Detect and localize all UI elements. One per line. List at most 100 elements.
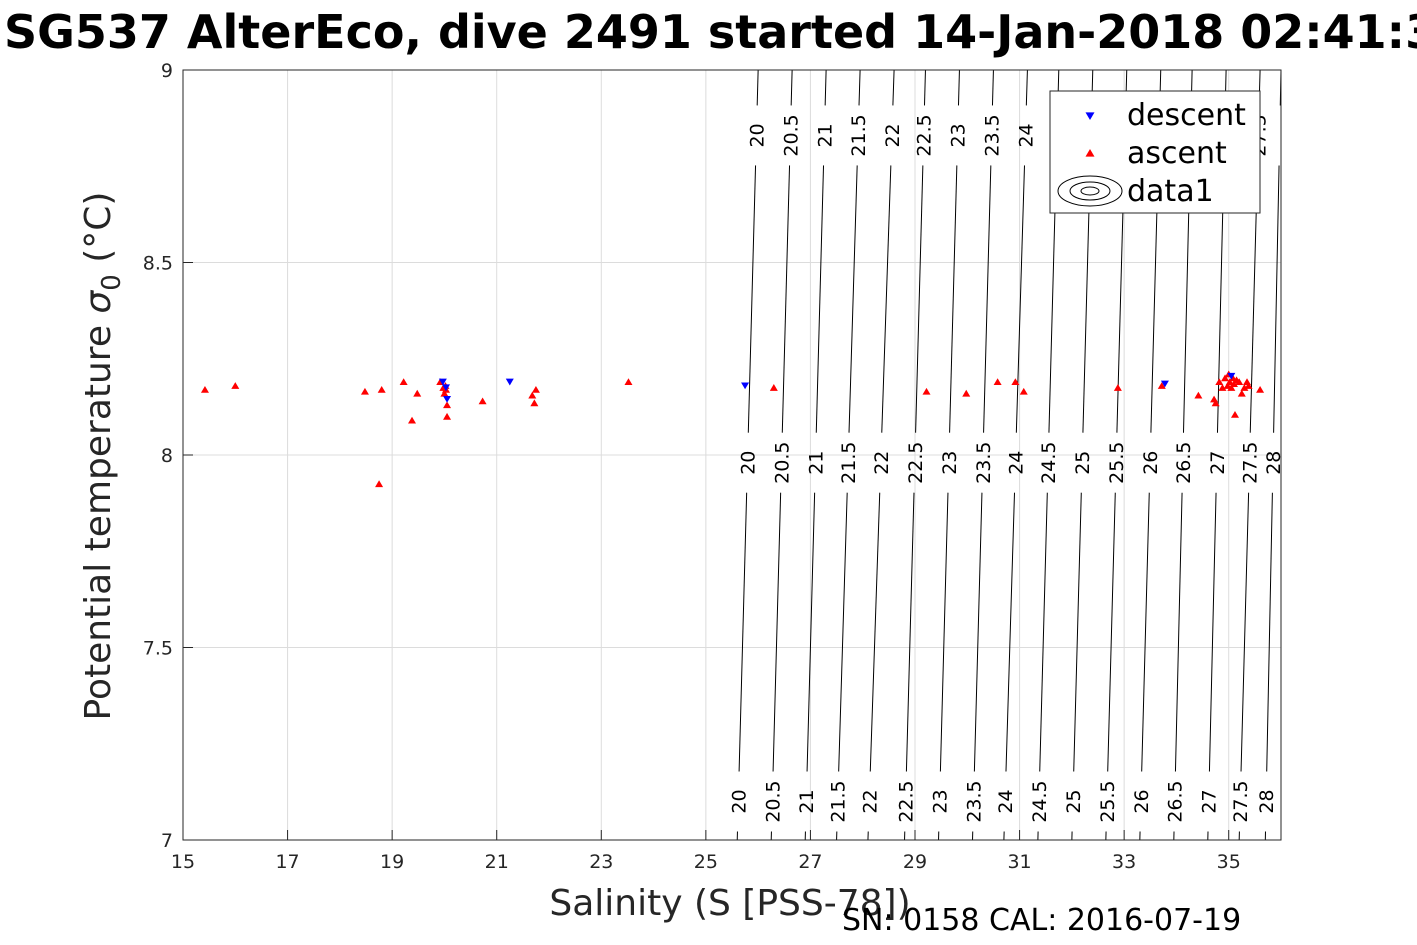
ascent-marker bbox=[1227, 384, 1236, 391]
contour-label: 20.5 bbox=[780, 114, 802, 156]
x-tick-label: 25 bbox=[694, 851, 718, 873]
contour-label: 25 bbox=[1072, 451, 1094, 475]
contour-label: 23.5 bbox=[982, 114, 1004, 156]
y-tick-label: 8 bbox=[161, 445, 173, 467]
contour-line: 23 23 23 bbox=[930, 70, 970, 840]
contour-label: 21 bbox=[814, 123, 836, 147]
contour-label: 22.5 bbox=[914, 114, 936, 156]
legend-descent-marker bbox=[1085, 112, 1095, 121]
y-axis-label: Potential temperature σ0 (°C) bbox=[78, 192, 127, 721]
legend-box bbox=[1049, 90, 1261, 214]
ascent-marker bbox=[1019, 387, 1028, 395]
y-tick-label: 7 bbox=[161, 830, 173, 852]
contour-label: 24 bbox=[1015, 123, 1037, 147]
contour-label: 23.5 bbox=[964, 780, 986, 822]
contour-label: 28 bbox=[1263, 451, 1285, 475]
ascent-marker bbox=[231, 382, 240, 389]
ascent-marker bbox=[1113, 384, 1122, 391]
ascent-marker bbox=[624, 378, 633, 386]
contour-label: 20 bbox=[737, 451, 759, 475]
ascent-marker bbox=[399, 378, 408, 386]
contour-label: 23 bbox=[948, 123, 970, 147]
contour-label: 26 bbox=[1140, 451, 1162, 475]
contour-label: 22 bbox=[859, 789, 881, 813]
ascent-marker bbox=[360, 387, 369, 395]
y-tick-label: 7.5 bbox=[143, 638, 173, 660]
x-tick-label: 29 bbox=[903, 851, 927, 873]
ascent-marker bbox=[413, 389, 422, 397]
contour-label: 21.5 bbox=[828, 780, 850, 822]
ascent-marker bbox=[377, 385, 386, 393]
descent-marker bbox=[505, 378, 514, 386]
x-tick-label: 35 bbox=[1217, 851, 1241, 873]
contour-line: 23.5 23.5 23.5 bbox=[964, 70, 1004, 840]
contour-label: 26 bbox=[1131, 789, 1153, 813]
ascent-marker bbox=[443, 401, 452, 409]
ascent-marker bbox=[1229, 380, 1238, 387]
contour-label: 22 bbox=[882, 123, 904, 147]
ascent-marker bbox=[1011, 378, 1020, 386]
contour-line: 20.5 20.5 20.5 bbox=[762, 70, 802, 840]
ascent-marker bbox=[1237, 389, 1246, 397]
ascent-marker bbox=[440, 389, 449, 397]
ascent-marker bbox=[1244, 382, 1253, 389]
ascent-marker bbox=[1215, 378, 1224, 386]
ascent-marker bbox=[962, 389, 971, 397]
contour-label: 23 bbox=[939, 451, 961, 475]
contour-line: 21.5 21.5 21.5 bbox=[828, 70, 870, 840]
descent-marker bbox=[443, 395, 452, 403]
ascent-marker bbox=[1221, 374, 1230, 382]
contour-label: 25 bbox=[1063, 789, 1085, 813]
ascent-marker bbox=[1225, 378, 1234, 386]
ascent-marker bbox=[528, 391, 537, 399]
ascent-marker bbox=[1240, 384, 1249, 391]
descent-marker bbox=[1160, 380, 1169, 388]
y-tick-label: 8.5 bbox=[143, 253, 173, 275]
x-tick-label: 33 bbox=[1112, 851, 1136, 873]
contour-label: 21.5 bbox=[848, 114, 870, 156]
descent-marker bbox=[1227, 372, 1236, 380]
x-tick-label: 23 bbox=[589, 851, 613, 873]
contour-label: 27.5 bbox=[1239, 442, 1261, 484]
contour-label: 24.5 bbox=[1038, 442, 1060, 484]
contour-label: 22 bbox=[871, 451, 893, 475]
ascent-marker bbox=[1235, 378, 1244, 386]
contour-label: 20 bbox=[746, 123, 768, 147]
ascent-marker bbox=[531, 385, 540, 393]
contour-label: 21.5 bbox=[838, 442, 860, 484]
legend-contour-icon bbox=[1057, 175, 1123, 207]
ascent-marker bbox=[993, 378, 1002, 386]
ascent-marker bbox=[375, 480, 384, 488]
contour-line: 22.5 22.5 22.5 bbox=[896, 70, 936, 840]
contour-label: 27.5 bbox=[1230, 780, 1252, 822]
contour-label: 24 bbox=[995, 789, 1017, 813]
ascent-marker bbox=[1230, 410, 1239, 418]
contour-line: 20 20 20 bbox=[728, 70, 768, 840]
contour-label: 24.5 bbox=[1029, 780, 1051, 822]
contour-label: 28 bbox=[1256, 789, 1278, 813]
x-tick-label: 17 bbox=[275, 851, 299, 873]
contour-line: 21 21 21 bbox=[796, 70, 836, 840]
x-axis-label: Salinity (S [PSS-78]) bbox=[549, 883, 910, 924]
contour-label: 20 bbox=[728, 789, 750, 813]
contour-label: 24 bbox=[1005, 451, 1027, 475]
contour-label: 22.5 bbox=[896, 780, 918, 822]
contour-label: 20.5 bbox=[762, 780, 784, 822]
descent-marker bbox=[441, 384, 450, 392]
ascent-marker bbox=[443, 412, 452, 420]
legend-ascent-label: ascent bbox=[1127, 136, 1227, 171]
contour-label: 20.5 bbox=[771, 442, 793, 484]
footer-serial-calibration: SN: 0158 CAL: 2016-07-19 bbox=[842, 903, 1241, 938]
legend-descent-label: descent bbox=[1127, 98, 1246, 133]
x-tick-label: 19 bbox=[380, 851, 404, 873]
contour-label: 25.5 bbox=[1097, 780, 1119, 822]
ascent-marker bbox=[1256, 385, 1265, 393]
y-axis-label-main: Potential temperature bbox=[78, 314, 119, 721]
y-axis-label-sigma: σ bbox=[78, 290, 119, 314]
y-tick-label: 9 bbox=[161, 60, 173, 82]
x-tick-label: 27 bbox=[798, 851, 822, 873]
descent-marker bbox=[438, 378, 447, 386]
ascent-marker bbox=[922, 387, 931, 395]
ascent-marker bbox=[200, 385, 209, 393]
